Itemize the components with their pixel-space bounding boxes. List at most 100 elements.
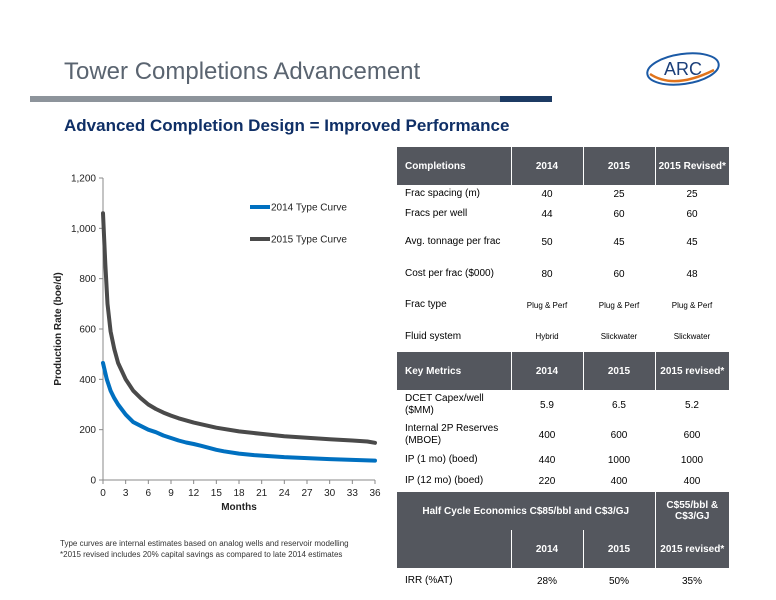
key-metrics-table: Key Metrics 2014 2015 2015 revised* DCET… — [397, 352, 729, 492]
table-cell: 5.2 — [685, 399, 699, 411]
table-header: 2015 — [583, 352, 656, 390]
table-row: Avg. tonnage per frac 50 45 45 — [397, 225, 729, 259]
table-row: Cost per frac ($000) 80 60 48 — [397, 259, 729, 289]
table-cell: 600 — [683, 429, 701, 441]
y-axis-label: Production Rate (boe/d) — [53, 272, 64, 385]
table-header: 2015 revised* — [655, 352, 729, 390]
table-cell: 25 — [686, 188, 698, 200]
title-divider-blue — [500, 96, 552, 102]
x-axis-label: Months — [221, 502, 257, 513]
chart-series — [101, 211, 377, 463]
table-header: 2015 — [583, 530, 656, 568]
y-tick-label: 1,000 — [71, 224, 96, 235]
table-header: Key Metrics — [397, 352, 512, 390]
x-tick-label: 3 — [123, 488, 129, 499]
footnote-2: *2015 revised includes 20% capital savin… — [60, 550, 343, 559]
table-header: Completions — [397, 147, 512, 185]
row-label: Fluid system — [405, 330, 462, 342]
table-cell: 60 — [686, 208, 698, 220]
row-label: DCET Capex/well ($MM) — [405, 393, 484, 416]
y-tick-label: 0 — [90, 476, 96, 487]
x-tick-label: 21 — [256, 488, 268, 499]
x-tick-label: 18 — [233, 488, 245, 499]
arc-logo: ARC — [646, 52, 720, 86]
row-label: Frac spacing (m) — [405, 188, 481, 199]
table-row: IP (1 mo) (boed) 440 1000 1000 — [397, 450, 729, 470]
table-cell: 6.5 — [612, 399, 626, 411]
table-cell: 1000 — [607, 454, 631, 466]
x-tick-label: 0 — [100, 488, 106, 499]
table-cell: 5.9 — [540, 399, 554, 411]
table-cell: 80 — [541, 268, 553, 280]
table-cell: 1000 — [680, 454, 704, 466]
row-label: IRR (%AT) — [405, 575, 453, 586]
table-header — [397, 530, 512, 568]
row-label: Fracs per well — [405, 208, 468, 219]
x-tick-label: 24 — [279, 488, 291, 499]
table-cell: 400 — [683, 475, 701, 487]
economics-header-alt: C$55/bbl & C$3/GJ — [655, 492, 730, 530]
table-row: Fracs per well 44 60 60 — [397, 203, 729, 225]
row-label: Cost per frac ($000) — [405, 268, 494, 279]
economics-subheader-row: 2014 2015 2015 revised* — [397, 530, 730, 568]
x-tick-label: 12 — [188, 488, 200, 499]
economics-header-row: Half Cycle Economics C$85/bbl and C$3/GJ… — [397, 492, 730, 530]
table-cell: 40 — [541, 188, 553, 200]
row-label: Avg. tonnage per frac — [405, 236, 501, 247]
table-cell: 45 — [613, 236, 625, 248]
table-cell: 60 — [613, 268, 625, 280]
x-tick-label: 30 — [324, 488, 336, 499]
table-cell: Slickwater — [600, 332, 638, 341]
table-row: Frac type Plug & Perf Plug & Perf Plug & Pe… — [397, 289, 729, 321]
row-label: IP (1 mo) (boed) — [405, 454, 478, 465]
table-row: Internal 2P Reserves (MBOE) 400 600 600 — [397, 420, 729, 450]
table-cell: 440 — [538, 454, 556, 466]
table-cell: 35% — [682, 575, 703, 587]
y-tick-label: 600 — [79, 325, 96, 336]
economics-header-main: Half Cycle Economics C$85/bbl and C$3/GJ — [397, 492, 656, 530]
completions-table: Completions 2014 2015 2015 Revised* Frac… — [397, 147, 729, 352]
logo-text: ARC — [664, 59, 702, 79]
page-subtitle: Advanced Completion Design = Improved Pe… — [64, 116, 510, 135]
table-row: IRR (%AT) 28% 50% 35% — [397, 568, 729, 594]
x-tick-label: 36 — [369, 488, 381, 499]
row-label: Internal 2P Reserves (MBOE) — [405, 423, 499, 446]
table-cell: 600 — [610, 429, 628, 441]
x-tick-label: 15 — [211, 488, 223, 499]
row-label: IP (12 mo) (boed) — [405, 475, 484, 486]
series-line-1 — [101, 361, 377, 463]
table-header: 2015 Revised* — [655, 147, 729, 185]
table-header: 2014 — [511, 352, 584, 390]
footnotes: Type curves are internal estimates based… — [60, 538, 349, 560]
series-line-2 — [101, 211, 377, 445]
table-row: Fluid system Hybrid Slickwater Slickwater — [397, 321, 729, 352]
footnote-1: Type curves are internal estimates based… — [60, 539, 349, 548]
x-tick-label: 6 — [146, 488, 152, 499]
table-cell: Hybrid — [535, 332, 559, 341]
x-tick-label: 27 — [301, 488, 313, 499]
y-tick-label: 800 — [79, 274, 96, 285]
table-cell: 60 — [613, 208, 625, 220]
completions-header-row: Completions 2014 2015 2015 Revised* — [397, 147, 729, 185]
table-cell: 45 — [686, 236, 698, 248]
title-divider-gray — [30, 96, 500, 102]
table-cell: 400 — [610, 475, 628, 487]
table-cell: 400 — [538, 429, 556, 441]
x-tick-label: 33 — [347, 488, 359, 499]
table-header: 2014 — [511, 530, 584, 568]
table-row: IP (12 mo) (boed) 220 400 400 — [397, 470, 729, 492]
table-cell: Plug & Perf — [671, 300, 713, 310]
table-cell: 50% — [609, 575, 630, 587]
table-cell: Plug & Perf — [598, 300, 640, 310]
y-tick-label: 1,200 — [71, 174, 96, 185]
table-cell: Plug & Perf — [526, 300, 568, 310]
table-cell: 25 — [613, 188, 625, 200]
table-header: 2015 revised* — [655, 530, 730, 568]
y-tick-label: 400 — [79, 375, 96, 386]
table-cell: Slickwater — [673, 332, 711, 341]
x-tick-label: 9 — [168, 488, 174, 499]
table-cell: 220 — [538, 475, 556, 487]
page-title: Tower Completions Advancement — [64, 58, 421, 85]
